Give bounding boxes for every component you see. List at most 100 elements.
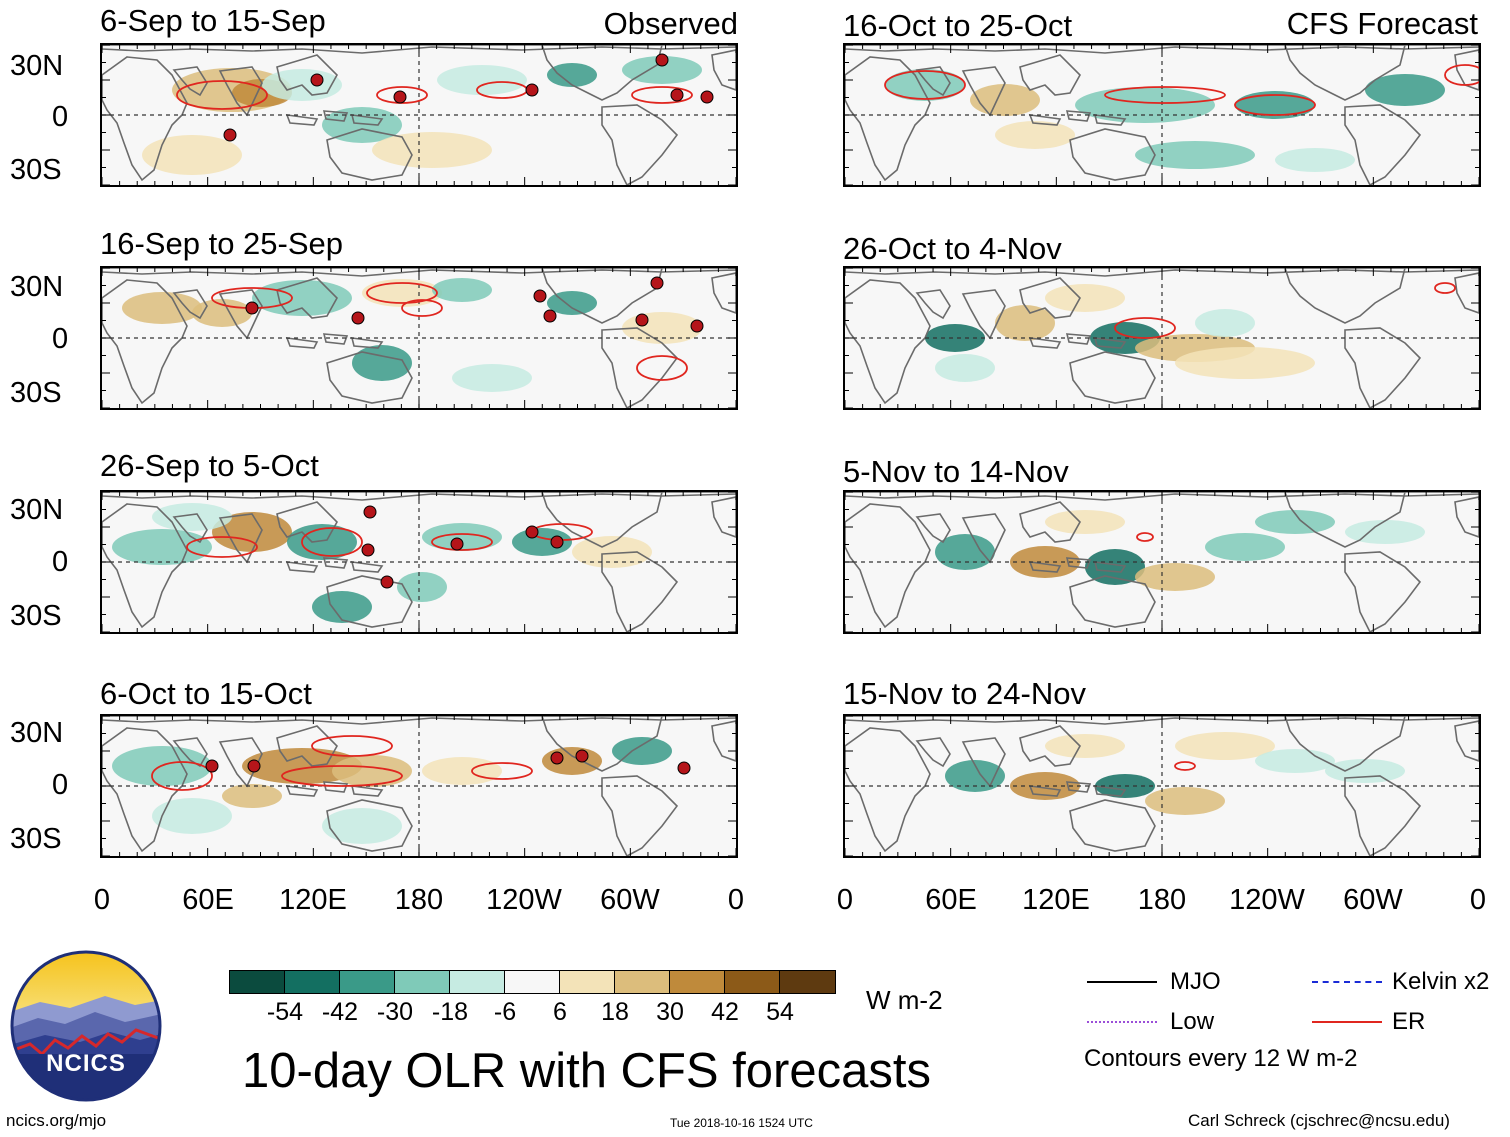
panel-title-right-2: 26-Oct to 4-Nov xyxy=(843,231,1062,266)
coastline xyxy=(1069,799,1156,852)
tropical-cyclone-marker xyxy=(677,761,691,775)
coastline xyxy=(172,289,208,320)
olr-anomaly-blob xyxy=(970,84,1040,116)
coastline xyxy=(1093,561,1127,573)
er-contour xyxy=(311,735,393,757)
coastline xyxy=(350,785,384,797)
olr-anomaly-blob xyxy=(1365,74,1445,106)
er-contour xyxy=(631,86,693,104)
coastline xyxy=(845,716,1479,725)
olr-anomaly-blob xyxy=(1235,91,1315,119)
tropical-cyclone-marker xyxy=(351,311,365,325)
olr-anomaly-blob xyxy=(622,56,702,84)
coastline xyxy=(1454,496,1479,538)
tropical-cyclone-marker xyxy=(393,90,407,104)
coastline xyxy=(541,716,663,772)
coastline xyxy=(326,128,413,181)
footer-url[interactable]: ncics.org/mjo xyxy=(6,1111,107,1130)
tropical-cyclone-marker xyxy=(525,525,539,539)
olr-map xyxy=(102,268,736,408)
olr-anomaly-blob xyxy=(542,747,602,775)
coastline xyxy=(350,114,384,126)
colorbar-tick-label: 54 xyxy=(766,998,794,1026)
tropical-cyclone-marker xyxy=(525,83,539,97)
tropical-cyclone-marker xyxy=(533,289,547,303)
tropical-cyclone-marker xyxy=(550,751,564,765)
coastline xyxy=(102,503,188,629)
lon-label: 60E xyxy=(925,884,977,916)
olr-anomaly-blob xyxy=(152,798,232,834)
olr-anomaly-blob xyxy=(322,107,402,143)
footer-timestamp: Tue 2018-10-16 1524 UTC xyxy=(670,1116,813,1130)
colorbar-cell xyxy=(505,971,560,993)
map-panel-observed-4 xyxy=(100,714,738,858)
colorbar-tick-label: -54 xyxy=(266,998,304,1026)
legend-label-er: ER xyxy=(1392,1008,1426,1035)
coastline xyxy=(845,279,931,405)
panel-title-left-1: 6-Sep to 15-Sep xyxy=(100,3,326,38)
legend-line-mjo xyxy=(1087,981,1157,983)
olr-anomaly-blob xyxy=(397,572,447,602)
panel-title-right-1: 16-Oct to 25-Oct xyxy=(843,8,1073,43)
coastline xyxy=(845,45,1479,54)
olr-anomaly-blob xyxy=(1255,510,1335,534)
coastline xyxy=(1069,575,1156,628)
colorbar-tick-label: 6 xyxy=(553,998,567,1026)
er-contour xyxy=(176,80,268,110)
olr-anomaly-blob xyxy=(1075,87,1215,123)
coastline xyxy=(1284,45,1406,101)
olr-anomaly-blob xyxy=(142,135,242,175)
tropical-cyclone-marker xyxy=(635,313,649,327)
colorbar-tick-label: 30 xyxy=(656,998,684,1026)
tropical-cyclone-marker xyxy=(450,537,464,551)
coastline xyxy=(102,45,736,54)
coastline xyxy=(276,54,338,96)
olr-anomaly-blob xyxy=(1145,787,1225,815)
olr-anomaly-blob xyxy=(372,132,492,168)
olr-anomaly-blob xyxy=(1195,309,1255,337)
olr-anomaly-blob xyxy=(422,757,502,785)
er-contour xyxy=(186,536,258,558)
legend-note: Contours every 12 W m-2 xyxy=(1084,1045,1358,1072)
coastline xyxy=(1344,104,1422,185)
lat-label-30n: 30N xyxy=(10,271,64,303)
colorbar-cell xyxy=(230,971,285,993)
observed-label: Observed xyxy=(603,6,738,41)
olr-anomaly-blob xyxy=(1175,347,1315,379)
olr-anomaly-blob xyxy=(352,345,412,381)
coastline xyxy=(322,333,349,345)
coastline xyxy=(915,66,951,97)
coastline xyxy=(326,351,413,404)
legend-line-er xyxy=(1312,1021,1382,1023)
lon-label: 120W xyxy=(486,884,562,916)
coastline xyxy=(1454,272,1479,314)
olr-anomaly-blob xyxy=(1325,759,1405,783)
olr-anomaly-blob xyxy=(1205,533,1285,561)
olr-map xyxy=(102,716,736,856)
legend-line-low xyxy=(1087,1021,1157,1023)
olr-map xyxy=(845,268,1479,408)
coastline xyxy=(172,66,208,97)
coastline xyxy=(1028,785,1062,797)
coastline xyxy=(601,104,679,185)
coastline xyxy=(711,49,736,91)
coastline xyxy=(601,327,679,408)
colorbar-tick-label: -6 xyxy=(493,998,517,1026)
tropical-cyclone-marker xyxy=(650,276,664,290)
er-contour xyxy=(401,299,443,317)
map-panel-forecast-1 xyxy=(843,43,1481,187)
coastline xyxy=(285,785,319,797)
coastline xyxy=(1065,781,1092,793)
legend-label-kelvin: Kelvin x2 xyxy=(1392,968,1490,995)
coastline xyxy=(1028,114,1062,126)
lat-label-30n: 30N xyxy=(10,717,64,749)
coastline xyxy=(845,727,931,853)
legend-label-low: Low xyxy=(1170,1008,1215,1035)
tropical-cyclone-marker xyxy=(223,128,237,142)
coastline xyxy=(102,279,188,405)
coastline xyxy=(276,501,338,543)
olr-anomaly-blob xyxy=(152,503,232,531)
er-contour xyxy=(471,762,533,780)
coastline xyxy=(102,56,188,182)
er-contour xyxy=(431,533,493,551)
